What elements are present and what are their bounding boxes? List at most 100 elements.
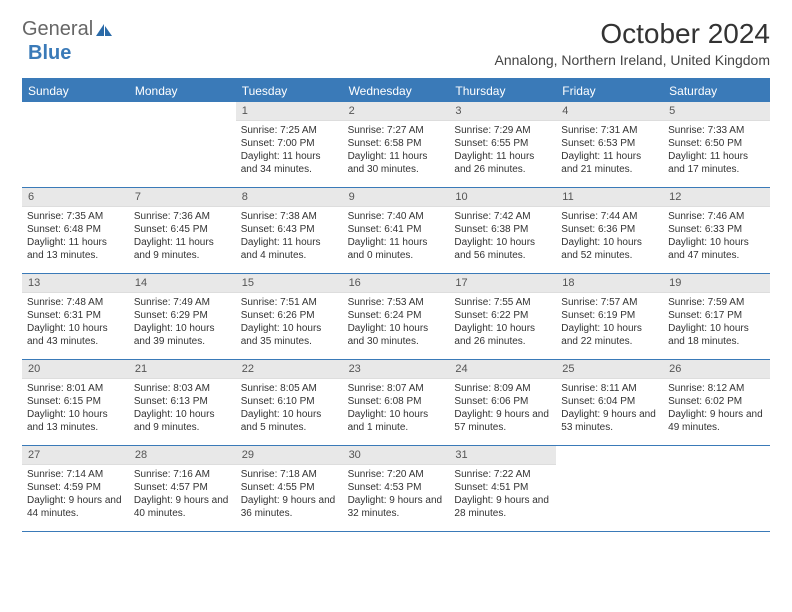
sunset-text: Sunset: 6:48 PM bbox=[27, 223, 124, 236]
daylight-text: Daylight: 10 hours and 47 minutes. bbox=[668, 236, 765, 262]
daylight-text: Daylight: 10 hours and 22 minutes. bbox=[561, 322, 658, 348]
day-number: 30 bbox=[343, 446, 450, 465]
day-number: 28 bbox=[129, 446, 236, 465]
daylight-text: Daylight: 11 hours and 0 minutes. bbox=[348, 236, 445, 262]
day-data: Sunrise: 8:01 AMSunset: 6:15 PMDaylight:… bbox=[22, 379, 129, 437]
day-number: 29 bbox=[236, 446, 343, 465]
sunset-text: Sunset: 6:08 PM bbox=[348, 395, 445, 408]
day-data: Sunrise: 7:22 AMSunset: 4:51 PMDaylight:… bbox=[449, 465, 556, 523]
calendar-cell: 26Sunrise: 8:12 AMSunset: 6:02 PMDayligh… bbox=[663, 360, 770, 446]
calendar-cell: 15Sunrise: 7:51 AMSunset: 6:26 PMDayligh… bbox=[236, 274, 343, 360]
calendar-cell: 14Sunrise: 7:49 AMSunset: 6:29 PMDayligh… bbox=[129, 274, 236, 360]
sunset-text: Sunset: 6:04 PM bbox=[561, 395, 658, 408]
day-number: 10 bbox=[449, 188, 556, 207]
calendar-cell: 5Sunrise: 7:33 AMSunset: 6:50 PMDaylight… bbox=[663, 102, 770, 188]
weekday-header: Tuesday bbox=[236, 80, 343, 102]
sunrise-text: Sunrise: 7:59 AM bbox=[668, 296, 765, 309]
calendar-header-row: SundayMondayTuesdayWednesdayThursdayFrid… bbox=[22, 80, 770, 102]
sunset-text: Sunset: 6:41 PM bbox=[348, 223, 445, 236]
calendar-cell-empty: . bbox=[663, 446, 770, 532]
daylight-text: Daylight: 9 hours and 28 minutes. bbox=[454, 494, 551, 520]
sunset-text: Sunset: 6:10 PM bbox=[241, 395, 338, 408]
brand-logo: General bbox=[22, 18, 115, 41]
calendar-cell: 17Sunrise: 7:55 AMSunset: 6:22 PMDayligh… bbox=[449, 274, 556, 360]
brand-text-blue: Blue bbox=[28, 42, 71, 64]
sunrise-text: Sunrise: 7:16 AM bbox=[134, 468, 231, 481]
calendar-cell: 9Sunrise: 7:40 AMSunset: 6:41 PMDaylight… bbox=[343, 188, 450, 274]
calendar-cell: 20Sunrise: 8:01 AMSunset: 6:15 PMDayligh… bbox=[22, 360, 129, 446]
calendar-cell: 23Sunrise: 8:07 AMSunset: 6:08 PMDayligh… bbox=[343, 360, 450, 446]
weekday-header: Monday bbox=[129, 80, 236, 102]
day-number: 21 bbox=[129, 360, 236, 379]
day-data: Sunrise: 7:36 AMSunset: 6:45 PMDaylight:… bbox=[129, 207, 236, 265]
sunset-text: Sunset: 6:06 PM bbox=[454, 395, 551, 408]
sunrise-text: Sunrise: 7:14 AM bbox=[27, 468, 124, 481]
calendar-cell: 30Sunrise: 7:20 AMSunset: 4:53 PMDayligh… bbox=[343, 446, 450, 532]
day-data: Sunrise: 7:38 AMSunset: 6:43 PMDaylight:… bbox=[236, 207, 343, 265]
sunrise-text: Sunrise: 7:53 AM bbox=[348, 296, 445, 309]
daylight-text: Daylight: 10 hours and 9 minutes. bbox=[134, 408, 231, 434]
daylight-text: Daylight: 9 hours and 57 minutes. bbox=[454, 408, 551, 434]
calendar-cell: 22Sunrise: 8:05 AMSunset: 6:10 PMDayligh… bbox=[236, 360, 343, 446]
sunrise-text: Sunrise: 8:01 AM bbox=[27, 382, 124, 395]
day-data: Sunrise: 7:42 AMSunset: 6:38 PMDaylight:… bbox=[449, 207, 556, 265]
day-data: Sunrise: 7:46 AMSunset: 6:33 PMDaylight:… bbox=[663, 207, 770, 265]
calendar-cell-empty: . bbox=[22, 102, 129, 188]
day-data: Sunrise: 7:18 AMSunset: 4:55 PMDaylight:… bbox=[236, 465, 343, 523]
day-data: Sunrise: 7:57 AMSunset: 6:19 PMDaylight:… bbox=[556, 293, 663, 351]
daylight-text: Daylight: 11 hours and 4 minutes. bbox=[241, 236, 338, 262]
sunset-text: Sunset: 6:15 PM bbox=[27, 395, 124, 408]
daylight-text: Daylight: 10 hours and 5 minutes. bbox=[241, 408, 338, 434]
sunrise-text: Sunrise: 8:12 AM bbox=[668, 382, 765, 395]
sunset-text: Sunset: 6:13 PM bbox=[134, 395, 231, 408]
sunset-text: Sunset: 6:22 PM bbox=[454, 309, 551, 322]
day-data: Sunrise: 7:33 AMSunset: 6:50 PMDaylight:… bbox=[663, 121, 770, 179]
calendar-cell: 8Sunrise: 7:38 AMSunset: 6:43 PMDaylight… bbox=[236, 188, 343, 274]
sunset-text: Sunset: 6:36 PM bbox=[561, 223, 658, 236]
calendar-cell: 7Sunrise: 7:36 AMSunset: 6:45 PMDaylight… bbox=[129, 188, 236, 274]
calendar-cell: 10Sunrise: 7:42 AMSunset: 6:38 PMDayligh… bbox=[449, 188, 556, 274]
sunrise-text: Sunrise: 7:55 AM bbox=[454, 296, 551, 309]
sunrise-text: Sunrise: 7:22 AM bbox=[454, 468, 551, 481]
day-data: Sunrise: 7:31 AMSunset: 6:53 PMDaylight:… bbox=[556, 121, 663, 179]
daylight-text: Daylight: 11 hours and 30 minutes. bbox=[348, 150, 445, 176]
calendar-cell-empty: . bbox=[129, 102, 236, 188]
day-number: 13 bbox=[22, 274, 129, 293]
daylight-text: Daylight: 10 hours and 26 minutes. bbox=[454, 322, 551, 348]
calendar-cell: 19Sunrise: 7:59 AMSunset: 6:17 PMDayligh… bbox=[663, 274, 770, 360]
sunrise-text: Sunrise: 7:27 AM bbox=[348, 124, 445, 137]
day-data: Sunrise: 8:12 AMSunset: 6:02 PMDaylight:… bbox=[663, 379, 770, 437]
sunrise-text: Sunrise: 7:35 AM bbox=[27, 210, 124, 223]
day-number: 15 bbox=[236, 274, 343, 293]
day-data: Sunrise: 8:11 AMSunset: 6:04 PMDaylight:… bbox=[556, 379, 663, 437]
day-data: Sunrise: 7:29 AMSunset: 6:55 PMDaylight:… bbox=[449, 121, 556, 179]
day-data: Sunrise: 7:40 AMSunset: 6:41 PMDaylight:… bbox=[343, 207, 450, 265]
calendar-body: ..1Sunrise: 7:25 AMSunset: 7:00 PMDaylig… bbox=[22, 102, 770, 532]
day-data: Sunrise: 7:48 AMSunset: 6:31 PMDaylight:… bbox=[22, 293, 129, 351]
day-number: 1 bbox=[236, 102, 343, 121]
sunset-text: Sunset: 6:17 PM bbox=[668, 309, 765, 322]
sunset-text: Sunset: 4:53 PM bbox=[348, 481, 445, 494]
daylight-text: Daylight: 11 hours and 9 minutes. bbox=[134, 236, 231, 262]
sunset-text: Sunset: 6:31 PM bbox=[27, 309, 124, 322]
daylight-text: Daylight: 10 hours and 35 minutes. bbox=[241, 322, 338, 348]
day-data: Sunrise: 7:25 AMSunset: 7:00 PMDaylight:… bbox=[236, 121, 343, 179]
daylight-text: Daylight: 10 hours and 39 minutes. bbox=[134, 322, 231, 348]
sunrise-text: Sunrise: 8:09 AM bbox=[454, 382, 551, 395]
daylight-text: Daylight: 11 hours and 34 minutes. bbox=[241, 150, 338, 176]
calendar-cell: 1Sunrise: 7:25 AMSunset: 7:00 PMDaylight… bbox=[236, 102, 343, 188]
day-data: Sunrise: 7:49 AMSunset: 6:29 PMDaylight:… bbox=[129, 293, 236, 351]
calendar-cell: 12Sunrise: 7:46 AMSunset: 6:33 PMDayligh… bbox=[663, 188, 770, 274]
day-data: Sunrise: 8:09 AMSunset: 6:06 PMDaylight:… bbox=[449, 379, 556, 437]
sunset-text: Sunset: 6:02 PM bbox=[668, 395, 765, 408]
brand-text-general: General bbox=[22, 18, 93, 41]
day-number: 23 bbox=[343, 360, 450, 379]
day-number: 22 bbox=[236, 360, 343, 379]
calendar-cell: 4Sunrise: 7:31 AMSunset: 6:53 PMDaylight… bbox=[556, 102, 663, 188]
day-data: Sunrise: 8:07 AMSunset: 6:08 PMDaylight:… bbox=[343, 379, 450, 437]
day-number: 14 bbox=[129, 274, 236, 293]
calendar-cell: 6Sunrise: 7:35 AMSunset: 6:48 PMDaylight… bbox=[22, 188, 129, 274]
weekday-header: Thursday bbox=[449, 80, 556, 102]
daylight-text: Daylight: 10 hours and 43 minutes. bbox=[27, 322, 124, 348]
day-number: 27 bbox=[22, 446, 129, 465]
